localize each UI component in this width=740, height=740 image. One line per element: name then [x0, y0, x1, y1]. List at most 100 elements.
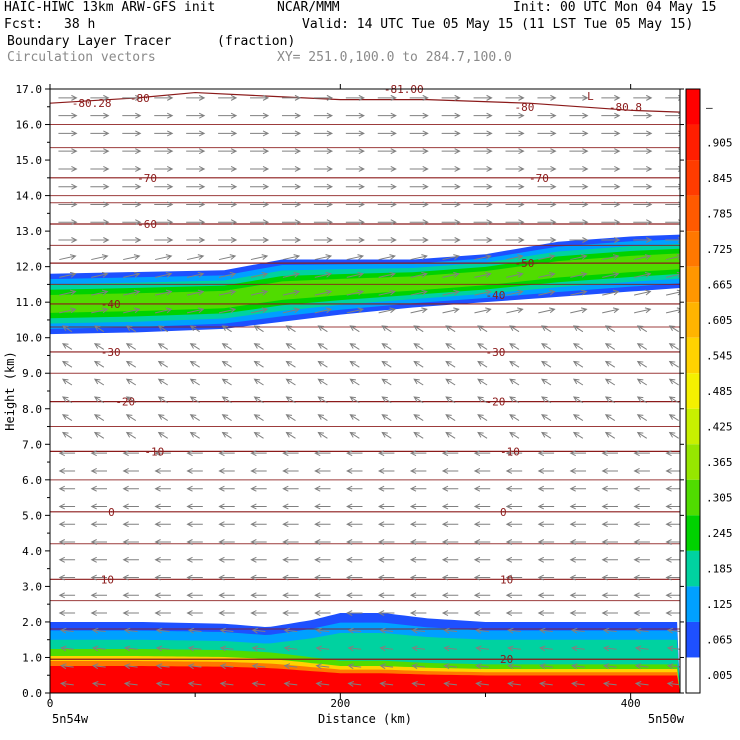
wind-vector-arrow: [378, 503, 395, 510]
wind-vector-arrow: [537, 574, 555, 581]
contour-label: 20: [500, 653, 513, 666]
colorbar-label: .185: [706, 563, 733, 576]
colorbar-swatch: [686, 373, 700, 409]
wind-vector-arrow: [570, 663, 585, 670]
wind-vector-arrow: [154, 610, 171, 617]
y-tick-label: 5.0: [22, 509, 42, 522]
wind-vector-arrow: [219, 627, 234, 634]
wind-vector-arrow: [154, 539, 171, 545]
wind-vector-arrow: [409, 112, 429, 119]
wind-vector-arrow: [537, 556, 555, 563]
contour-label: 0: [500, 506, 507, 519]
wind-vector-arrow: [569, 539, 587, 545]
wind-vector-arrow: [633, 219, 653, 226]
wind-vector-arrow: [347, 645, 362, 652]
colorbar-swatch: [686, 550, 700, 587]
wind-vector-arrow: [473, 592, 491, 599]
wind-vector-arrow: [505, 165, 525, 172]
wind-vector-arrow: [538, 289, 556, 296]
wind-vector-arrow: [313, 130, 334, 137]
wind-vector-arrow: [61, 343, 73, 350]
wind-vector-arrow: [633, 148, 653, 155]
y-tick-label: 10.0: [16, 332, 43, 345]
wind-vector-arrow: [61, 378, 73, 386]
wind-vector-arrow: [250, 237, 270, 243]
wind-vector-arrow: [441, 539, 459, 545]
wind-vector-arrow: [411, 681, 426, 687]
colorbar-label: .245: [706, 527, 733, 540]
wind-vector-arrow: [633, 503, 650, 510]
wind-vector-arrow: [378, 574, 395, 581]
wind-vector-arrow: [345, 237, 365, 243]
wind-vector-arrow: [154, 503, 171, 510]
wind-vector-arrow: [443, 645, 458, 652]
wind-vector-arrow: [251, 681, 266, 687]
wind-vector-arrow: [572, 431, 584, 439]
colorbar-label: .125: [706, 598, 733, 611]
wind-vector-arrow: [221, 396, 232, 404]
wind-vector-arrow: [441, 183, 461, 190]
wind-vector-arrow: [250, 148, 270, 155]
wind-vector-arrow: [125, 431, 137, 439]
wind-vector-arrow: [253, 378, 264, 386]
wind-vector-arrow: [505, 485, 523, 492]
wind-vector-arrow: [250, 130, 270, 137]
wind-vector-arrow: [441, 610, 459, 617]
wind-vector-arrow: [381, 396, 392, 404]
wind-vector-arrow: [122, 130, 142, 137]
wind-vector-arrow: [411, 645, 426, 652]
wind-vector-arrow: [346, 307, 365, 314]
wind-vector-arrow: [509, 396, 520, 404]
wind-vector-arrow: [253, 325, 264, 333]
wind-vector-arrow: [281, 112, 302, 119]
wind-vector-arrow: [505, 94, 525, 101]
wind-vector-arrow: [122, 165, 142, 172]
wind-vector-arrow: [569, 94, 589, 101]
wind-vector-arrow: [58, 467, 76, 474]
wind-vector-arrow: [281, 201, 302, 208]
wind-vector-arrow: [317, 343, 328, 350]
wind-vector-arrow: [154, 165, 174, 172]
wind-vector-arrow: [569, 237, 589, 243]
wind-vector-arrow: [250, 165, 270, 172]
y-tick-label: 0.0: [22, 687, 42, 700]
wind-vector-arrow: [442, 271, 460, 278]
wind-vector-arrow: [473, 574, 491, 581]
wind-vector-arrow: [413, 343, 424, 350]
wind-vector-arrow: [155, 271, 173, 278]
wind-vector-arrow: [505, 592, 523, 599]
wind-vector-arrow: [59, 254, 77, 261]
wind-vector-arrow: [668, 431, 679, 439]
wind-vector-arrow: [349, 360, 360, 368]
contour-label: -20: [485, 396, 505, 409]
wind-vector-arrow: [282, 307, 301, 314]
wind-vector-arrow: [90, 592, 108, 599]
wind-vector-arrow: [505, 130, 525, 137]
wind-vector-arrow: [570, 289, 588, 296]
wind-vector-arrow: [58, 237, 78, 243]
wind-vector-arrow: [189, 343, 200, 350]
wind-vector-arrow: [537, 592, 555, 599]
wind-vector-arrow: [58, 94, 78, 101]
wind-vector-arrow: [90, 183, 110, 190]
wind-vector-arrow: [378, 521, 395, 528]
wind-vector-arrow: [250, 610, 267, 617]
wind-vector-arrow: [378, 467, 395, 474]
wind-vector-arrow: [346, 289, 365, 296]
wind-vector-arrow: [378, 592, 395, 599]
wind-vector-arrow: [221, 414, 232, 421]
wind-vector-arrow: [283, 681, 298, 687]
wind-vector-arrow: [281, 237, 302, 243]
wind-vector-arrow: [602, 627, 617, 634]
wind-vector-arrow: [634, 271, 652, 278]
wind-vector-arrow: [346, 574, 363, 581]
colorbar-label: .845: [706, 172, 733, 185]
wind-vector-arrow: [537, 201, 557, 208]
wind-vector-arrow: [313, 94, 334, 101]
wind-vector-arrow: [569, 450, 587, 457]
wind-vector-arrow: [411, 627, 426, 634]
wind-vector-arrow: [285, 378, 296, 386]
wind-vector-arrow: [665, 610, 680, 617]
contour-label: -40: [485, 289, 505, 302]
wind-vector-arrow: [346, 467, 363, 474]
